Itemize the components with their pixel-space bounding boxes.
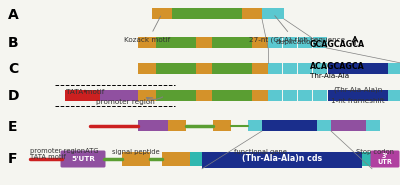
Bar [202,152,362,168]
Bar [331,120,366,131]
Bar [252,63,268,74]
Text: 5'UTR: 5'UTR [71,156,95,162]
Bar [388,90,400,101]
Text: duplication: duplication [276,39,316,45]
Bar [268,90,282,101]
Text: E: E [8,120,18,134]
Bar [172,8,242,19]
Bar [100,90,160,101]
Text: D: D [8,89,20,103]
Text: 1-nt frameshift: 1-nt frameshift [331,98,385,104]
Text: Kozack motif: Kozack motif [124,16,170,43]
Text: GCAGCAGCA: GCAGCAGCA [310,40,365,49]
Bar [138,37,156,48]
Bar [212,37,252,48]
Bar [252,90,268,101]
Bar [168,120,186,131]
Text: TATA motif: TATA motif [30,154,66,160]
Text: B: B [8,36,19,50]
Bar [366,120,380,131]
Bar [283,90,297,101]
Bar [196,37,212,48]
Bar [196,63,212,74]
Text: (Thr-Ala-Ala)n: (Thr-Ala-Ala)n [333,87,383,93]
FancyBboxPatch shape [60,151,106,167]
Bar [328,90,388,101]
Bar [313,37,327,48]
Text: (Thr-Ala-Ala)n cds: (Thr-Ala-Ala)n cds [242,154,322,164]
Text: functional gene: functional gene [234,149,286,155]
Bar [190,152,202,166]
Bar [65,90,100,101]
Text: A: A [8,8,19,22]
Bar [212,63,252,74]
Text: ACAGCAGCA: ACAGCAGCA [310,62,365,71]
Bar [138,63,156,74]
Bar [152,8,172,19]
Text: Stop codon: Stop codon [356,149,394,155]
Bar [283,63,297,74]
Text: promoter regionATG: promoter regionATG [30,148,99,154]
Bar [122,152,150,166]
Bar [313,63,327,74]
Text: Thr-Ala-Ala: Thr-Ala-Ala [310,73,349,80]
Bar [317,120,331,131]
Bar [162,152,190,166]
Bar [196,90,212,101]
Bar [242,8,262,19]
Text: C: C [8,62,18,76]
Bar [252,37,268,48]
Bar [298,63,312,74]
Bar [262,120,317,131]
Text: 27-nt (GCA)-rich sequence: 27-nt (GCA)-rich sequence [249,16,345,43]
Bar [156,90,196,101]
Bar [313,90,327,101]
Bar [156,63,196,74]
Bar [268,63,282,74]
Text: F: F [8,152,18,166]
Bar [212,90,252,101]
Text: TATA motif: TATA motif [66,89,104,95]
Bar [283,37,297,48]
Bar [262,8,284,19]
Text: promoter region: promoter region [96,99,154,105]
Text: 3'
UTR: 3' UTR [378,152,392,166]
Bar [298,90,312,101]
Bar [268,37,282,48]
FancyBboxPatch shape [370,151,400,167]
Bar [298,37,312,48]
Bar [156,37,196,48]
Bar [248,120,262,131]
Bar [328,63,388,74]
Bar [138,90,156,101]
Bar [388,63,400,74]
Bar [138,120,168,131]
Text: signal peptide: signal peptide [112,149,160,155]
Bar [362,152,372,166]
Bar [213,120,231,131]
